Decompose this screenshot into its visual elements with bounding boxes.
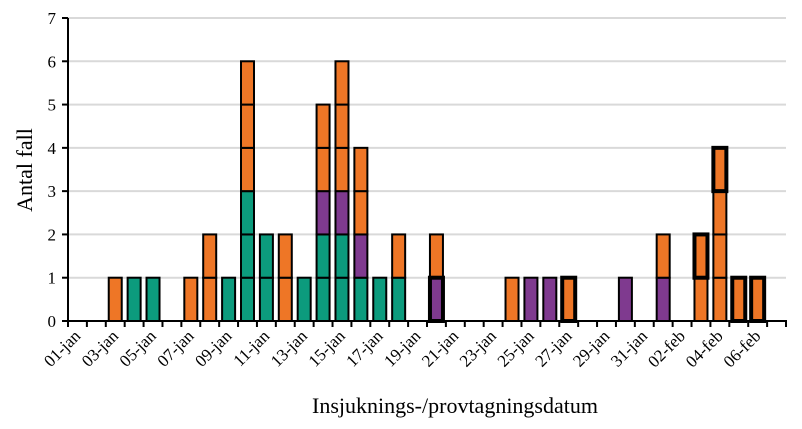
y-tick-label: 0 [48, 312, 57, 331]
bar-segment-orange [240, 60, 255, 106]
bar-segment-purple [617, 276, 633, 323]
bar-segment-orange [334, 146, 350, 193]
x-tick-label: 27-jan [531, 326, 575, 370]
bar-segment-orange [240, 146, 255, 193]
x-tick-label: 07-jan [153, 326, 197, 370]
bar-segment-green [334, 233, 350, 279]
bar-segment-orange [693, 276, 709, 323]
y-tick-label: 3 [48, 182, 57, 201]
bar-segment-green [315, 276, 331, 323]
bar-segment-purple [523, 276, 539, 323]
bar-segment-green [296, 276, 312, 323]
x-tick-label: 15-jan [305, 326, 349, 370]
bar-segment-orange [334, 103, 350, 149]
bar-segment-green [145, 276, 161, 323]
x-tick-label: 21-jan [418, 326, 462, 370]
bar-segment-green [240, 190, 255, 236]
bar-segment-purple [542, 276, 558, 323]
bar-segment-green [221, 276, 237, 323]
bar-segment-orange [353, 146, 369, 193]
bar-segment-orange [655, 233, 671, 279]
x-tick-label: 25-jan [494, 326, 538, 370]
axes [62, 17, 787, 327]
bar-segment-purple-highlighted [427, 275, 445, 324]
bar-segment-orange [183, 276, 199, 323]
bar-segment-green [240, 233, 255, 279]
y-tick-label: 5 [48, 96, 57, 115]
bar-segment-orange [240, 103, 255, 149]
y-tick-labels: 0 1 2 3 4 5 6 7 [48, 9, 57, 331]
y-tick-label: 7 [48, 9, 57, 28]
bar-segment-orange [202, 233, 218, 279]
bar-segment-orange [391, 233, 407, 279]
x-tick-label: 23-jan [456, 326, 500, 370]
x-tick-label: 01-jan [40, 326, 84, 370]
bar-segment-green [372, 276, 388, 323]
bar-segment-green [315, 233, 331, 279]
bar-segment-orange [428, 233, 444, 279]
bar-segment-purple [353, 233, 369, 279]
bar-segment-orange [712, 276, 728, 323]
bar-segment-orange [277, 233, 293, 279]
x-tick-label: 03-jan [78, 326, 122, 370]
bar-segment-orange-highlighted [692, 232, 710, 280]
bar-segment-orange [334, 60, 350, 106]
bar-segment-green [258, 233, 274, 279]
x-tick-label: 29-jan [569, 326, 613, 370]
bar-segment-orange-highlighted [749, 275, 767, 324]
x-tick-label: 09-jan [191, 326, 235, 370]
bar-segment-orange [202, 276, 218, 323]
bar-segment-orange-highlighted [560, 275, 578, 324]
bar-segment-purple [315, 190, 331, 236]
x-axis-title: Insjuknings-/provtagningsdatum [312, 393, 598, 418]
bar-segment-orange [315, 103, 331, 149]
bar-segment-orange-highlighted [730, 275, 748, 324]
bar-segment-purple [655, 276, 671, 323]
bar-segment-orange [107, 276, 123, 323]
x-tick-label: 11-jan [230, 326, 274, 370]
x-tick-label: 02-feb [644, 326, 689, 371]
bar-segment-green [126, 276, 142, 323]
y-axis-title: Antal fall [12, 128, 37, 212]
y-tick-label: 4 [48, 139, 57, 158]
gridlines [68, 17, 786, 279]
x-tick-label: 05-jan [116, 326, 160, 370]
bar-segment-orange [353, 190, 369, 236]
bar-segment-green [240, 276, 255, 323]
bar-segment-purple [334, 190, 350, 236]
x-tick-label: 31-jan [607, 326, 651, 370]
y-tick-label: 1 [48, 269, 57, 288]
bar-segment-orange [712, 233, 728, 279]
bar-segment-green [334, 276, 350, 323]
bar-segment-orange [315, 146, 331, 193]
bar-segment-green [258, 276, 274, 323]
bar-segment-orange-highlighted [711, 145, 729, 194]
x-tick-label: 04-feb [682, 326, 727, 371]
bar-segment-green [391, 276, 407, 323]
y-tick-label: 2 [48, 225, 57, 244]
x-tick-label: 19-jan [380, 326, 424, 370]
bar-segment-orange [277, 276, 293, 323]
x-tick-label: 06-feb [720, 326, 765, 371]
bars [107, 60, 767, 324]
x-tick-label: 13-jan [267, 326, 311, 370]
bar-segment-green [353, 276, 369, 323]
bar-segment-orange [504, 276, 520, 323]
y-tick-label: 6 [48, 52, 57, 71]
bar-segment-orange [712, 190, 728, 236]
x-tick-label: 17-jan [342, 326, 386, 370]
x-tick-labels: 01-jan03-jan05-jan07-jan09-jan11-jan13-j… [40, 326, 764, 371]
